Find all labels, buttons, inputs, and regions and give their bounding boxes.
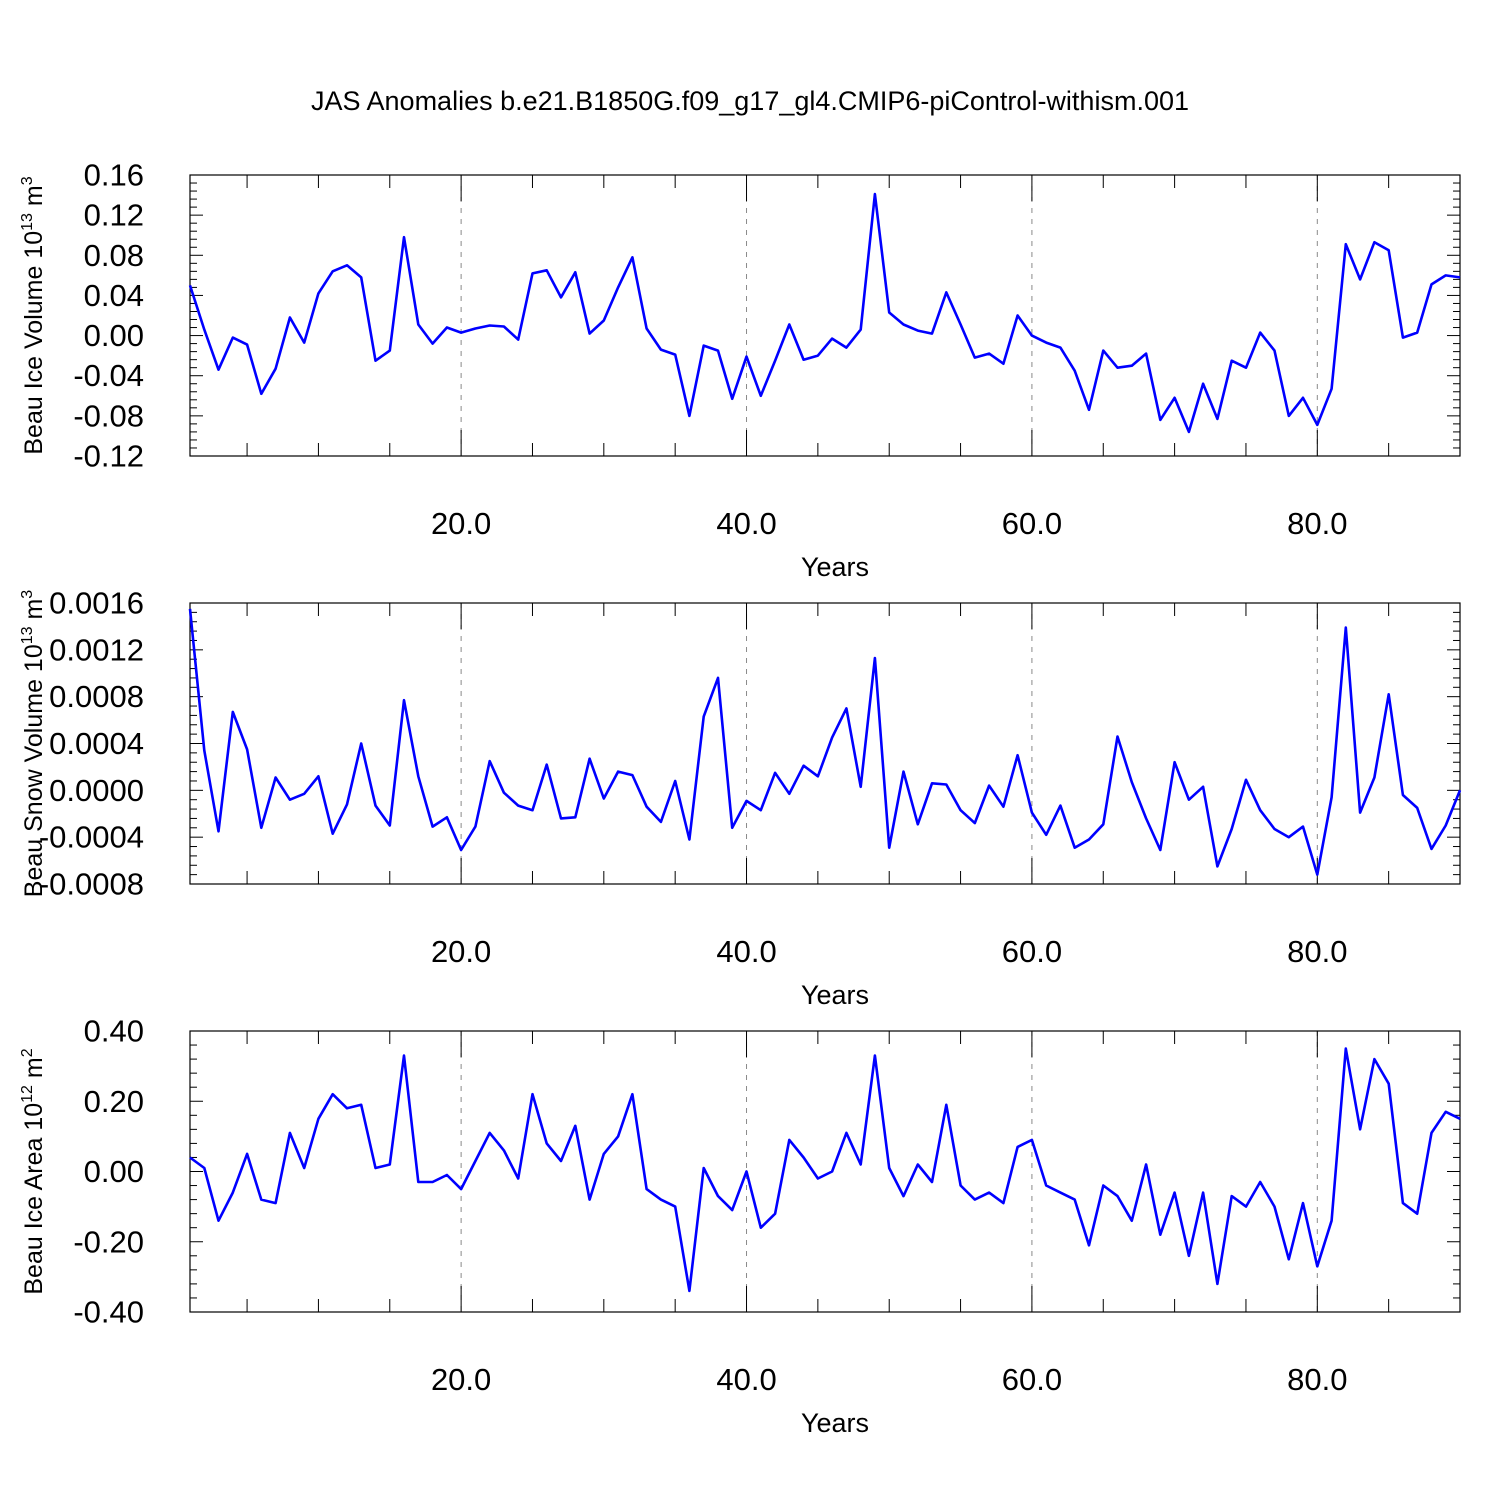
x-axis-label: Years xyxy=(801,552,869,582)
x-tick-label: 40.0 xyxy=(716,934,776,969)
y-tick-label: -0.20 xyxy=(73,1224,144,1259)
y-tick-label: 0.40 xyxy=(84,1014,144,1049)
x-tick-label: 80.0 xyxy=(1287,506,1347,541)
y-tick-label: 0.0012 xyxy=(49,632,144,667)
panel-snow-volume: -0.0008 -0.0004 0.0000 0.0004 0.0008 0.0012 0.… xyxy=(19,586,1462,1010)
x-tick-label: 20.0 xyxy=(431,934,491,969)
panel-ice-volume: -0.12 -0.08 -0.04 0.00 0.04 0.08 0.12 0.16 20.0 4… xyxy=(19,158,1461,582)
y-axis-label: Beau Snow Volume 1013 m3 xyxy=(19,590,48,898)
y-tick-label: 0.04 xyxy=(84,278,144,313)
y-tick-label: -0.40 xyxy=(73,1295,144,1330)
x-tick-label: 60.0 xyxy=(1002,934,1062,969)
y-tick-label: -0.0004 xyxy=(39,820,144,855)
x-tick-label: 80.0 xyxy=(1287,934,1347,969)
y-tick-label: -0.04 xyxy=(73,358,144,393)
x-tick-label: 60.0 xyxy=(1002,1362,1062,1397)
y-tick-label: 0.0004 xyxy=(49,726,144,761)
y-tick-label: 0.12 xyxy=(84,198,144,233)
x-tick-label: 60.0 xyxy=(1002,506,1062,541)
x-tick-label: 20.0 xyxy=(431,506,491,541)
y-tick-label: 0.0000 xyxy=(49,773,144,808)
y-tick-label: -0.08 xyxy=(73,398,144,433)
x-tick-label: 80.0 xyxy=(1287,1362,1347,1397)
x-tick-label: 40.0 xyxy=(716,1362,776,1397)
chart-title: JAS Anomalies b.e21.B1850G.f09_g17_gl4.C… xyxy=(311,86,1189,116)
panel-ice-area: -0.40 -0.20 0.00 0.20 0.40 20.0 40.0 60.0 80.0 Ye… xyxy=(19,1014,1461,1438)
series-line xyxy=(188,192,1461,434)
y-tick-label: 0.16 xyxy=(84,158,144,193)
plot-frame xyxy=(189,602,1461,885)
y-tick-label: 0.0016 xyxy=(49,586,144,621)
plot-frame xyxy=(189,174,1461,457)
y-tick-label: 0.00 xyxy=(84,1154,144,1189)
y-tick-label: 0.0008 xyxy=(49,679,144,714)
plot-frame xyxy=(189,1030,1461,1313)
series-line xyxy=(188,608,1462,876)
series-line xyxy=(189,1047,1461,1293)
y-axis-label: Beau Ice Volume 1013 m3 xyxy=(19,176,48,454)
y-axis-label: Beau Ice Area 1012 m2 xyxy=(19,1048,48,1294)
y-tick-label: 0.08 xyxy=(84,238,144,273)
y-tick-label: 0.00 xyxy=(84,318,144,353)
y-tick-label: -0.12 xyxy=(73,439,144,474)
y-tick-label: -0.0008 xyxy=(39,867,144,902)
x-tick-label: 20.0 xyxy=(431,1362,491,1397)
y-tick-label: 0.20 xyxy=(84,1084,144,1119)
x-tick-label: 40.0 xyxy=(716,506,776,541)
x-axis-label: Years xyxy=(801,980,869,1010)
x-axis-label: Years xyxy=(801,1408,869,1438)
